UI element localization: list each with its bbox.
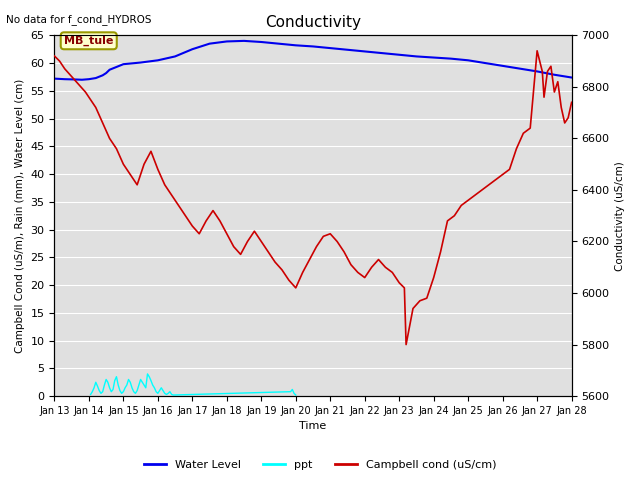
Y-axis label: Campbell Cond (uS/m), Rain (mm), Water Level (cm): Campbell Cond (uS/m), Rain (mm), Water L… — [15, 79, 25, 353]
X-axis label: Time: Time — [300, 421, 326, 432]
Y-axis label: Conductivity (uS/cm): Conductivity (uS/cm) — [615, 161, 625, 271]
Title: Conductivity: Conductivity — [265, 15, 361, 30]
Legend: Water Level, ppt, Campbell cond (uS/cm): Water Level, ppt, Campbell cond (uS/cm) — [140, 456, 500, 474]
Text: No data for f_cond_HYDROS: No data for f_cond_HYDROS — [6, 14, 152, 25]
Text: MB_tule: MB_tule — [64, 36, 113, 46]
